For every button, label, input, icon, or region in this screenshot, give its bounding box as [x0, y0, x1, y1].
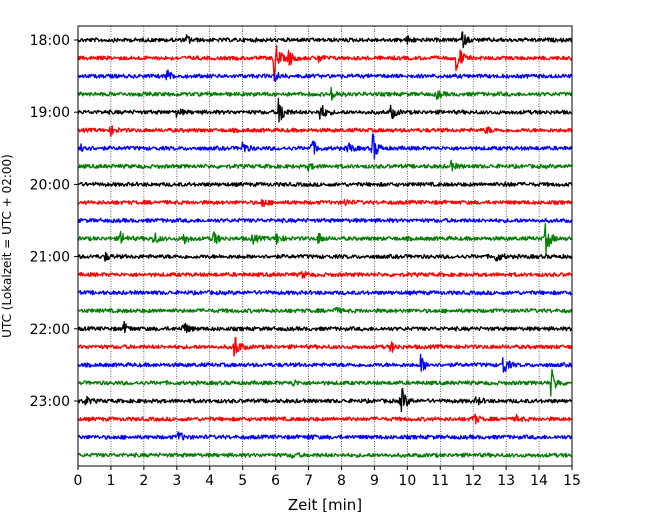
- x-tick-label: 15: [563, 473, 581, 489]
- grid-lines: [110, 26, 540, 466]
- y-tick-label: 19:00: [30, 105, 70, 121]
- x-tick-label: 7: [304, 473, 313, 489]
- trace-line: [77, 217, 573, 224]
- trace-line: [77, 413, 573, 425]
- x-tick-label: 0: [74, 473, 83, 489]
- x-axis-label: Zeit [min]: [288, 496, 362, 514]
- x-tick-label: 3: [172, 473, 181, 489]
- y-tick-label: 21:00: [30, 250, 70, 266]
- x-tick-label: 10: [398, 473, 416, 489]
- x-tick-label: 14: [530, 473, 548, 489]
- y-tick-label: 18:00: [30, 33, 70, 49]
- seismic-traces: [77, 31, 573, 459]
- trace-line: [77, 222, 573, 256]
- trace-line: [77, 320, 573, 334]
- trace-line: [77, 181, 573, 188]
- trace-line: [77, 387, 573, 413]
- y-tick-label: 23:00: [30, 394, 70, 410]
- x-tick-label: 12: [464, 473, 482, 489]
- x-tick-label: 11: [431, 473, 449, 489]
- trace-line: [77, 133, 573, 160]
- trace-line: [77, 431, 573, 441]
- trace-line: [77, 44, 573, 82]
- x-tick-label: 6: [271, 473, 280, 489]
- y-tick-label: 22:00: [30, 322, 70, 338]
- plot-frame: [77, 25, 573, 467]
- trace-line: [77, 198, 573, 208]
- y-axis-ticks: 18:00 19:00 20:00 21:00 22:00 23:00: [30, 33, 78, 410]
- trace-line: [77, 31, 573, 49]
- trace-line: [77, 306, 573, 314]
- y-axis-label: UTC (Lokalzeit = UTC + 02:00): [0, 154, 14, 338]
- trace-line: [77, 336, 573, 357]
- trace-line: [77, 159, 573, 172]
- y-tick-label: 20:00: [30, 177, 70, 193]
- trace-line: [77, 97, 573, 123]
- x-tick-label: 5: [238, 473, 247, 489]
- trace-line: [77, 86, 573, 101]
- trace-line: [77, 289, 573, 296]
- trace-line: [77, 270, 573, 279]
- x-tick-label: 2: [139, 473, 148, 489]
- x-tick-label: 9: [370, 473, 379, 489]
- x-tick-label: 13: [497, 473, 515, 489]
- trace-line: [77, 125, 573, 137]
- x-tick-label: 1: [106, 473, 115, 489]
- trace-line: [77, 368, 573, 397]
- x-tick-label: 4: [205, 473, 214, 489]
- trace-line: [77, 353, 573, 373]
- x-axis-ticks: 0 1 2 3 4 5 6 7 8 9 10 11 12 13 14 15: [74, 466, 581, 489]
- x-tick-label: 8: [337, 473, 346, 489]
- trace-line: [77, 452, 573, 459]
- trace-line: [77, 251, 573, 262]
- trace-line: [77, 69, 573, 83]
